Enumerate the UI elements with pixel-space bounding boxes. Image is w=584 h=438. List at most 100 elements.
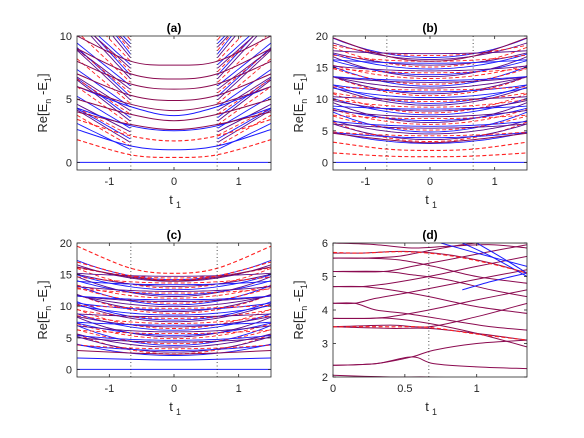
panel-title: (b) (422, 21, 437, 35)
series-curve-0-2 (333, 356, 527, 370)
level-curve (77, 321, 271, 326)
series-dashed-red (333, 251, 527, 341)
level-curve (333, 76, 527, 89)
level-curve (122, 36, 131, 44)
level-curve (217, 42, 271, 87)
y-label-part: n (43, 306, 53, 311)
level-curve (217, 48, 271, 90)
level-curve (77, 280, 271, 296)
series-curve-0-10 (333, 255, 527, 288)
y-label-part: ] (35, 280, 50, 284)
level-curve (105, 36, 131, 62)
level-curve (333, 108, 527, 125)
level-curve (333, 110, 527, 118)
y-tick-label: 15 (316, 63, 328, 75)
level-curve (217, 36, 251, 65)
level-curve (77, 329, 271, 345)
level-curve (77, 48, 131, 94)
level-curve (77, 335, 271, 341)
level-curve (80, 36, 131, 83)
series-curve-2-0 (333, 326, 527, 341)
level-curve (217, 49, 271, 101)
x-tick-label: 1 (236, 383, 242, 395)
series-solid-blue (77, 86, 271, 163)
series-curve-2-0 (333, 37, 527, 62)
level-curve (217, 78, 271, 115)
level-curve (217, 36, 231, 51)
level-curve (217, 36, 255, 72)
level-curve (77, 315, 271, 328)
series-solid-purple (333, 37, 527, 144)
level-curve (333, 123, 527, 129)
level-curve (217, 86, 271, 126)
level-curve (333, 131, 527, 144)
x-axis-label-subscript: 1 (176, 407, 181, 417)
level-curve (77, 316, 271, 338)
x-tick-label: -1 (104, 176, 114, 188)
y-tick-label: 4 (322, 305, 328, 317)
level-curve (77, 69, 131, 108)
series-curve-0-4 (333, 302, 527, 328)
level-curve (126, 36, 131, 40)
y-axis-label: Re[En -E1] (291, 280, 309, 339)
y-tick-label: 5 (322, 126, 328, 138)
y-label-part: ] (291, 73, 306, 77)
x-axis-label: t (425, 399, 429, 414)
level-curve (217, 58, 271, 104)
series-curve-1-0 (77, 139, 271, 158)
level-curve (93, 36, 131, 69)
x-tick-label: 0.5 (397, 383, 412, 395)
series-curve-0-12 (333, 244, 527, 273)
level-curve (77, 276, 271, 284)
level-curve (333, 50, 527, 55)
level-curve (77, 280, 271, 286)
level-curve (333, 96, 527, 100)
level-curve (77, 343, 271, 356)
level-curve (77, 323, 271, 340)
level-curve (77, 273, 271, 287)
series-curve-1-0 (440, 243, 527, 267)
level-curve (333, 56, 527, 78)
y-label-part: ] (291, 280, 306, 284)
y-tick-label: 10 (60, 301, 72, 313)
level-curve (333, 76, 527, 83)
x-axis-label-subscript: 1 (432, 407, 437, 417)
level-curve (333, 65, 527, 72)
panel-title: (a) (167, 21, 182, 35)
level-curve (333, 44, 527, 57)
level-curve (77, 335, 271, 353)
panel-title: (d) (422, 228, 437, 242)
y-tick-label: 5 (66, 94, 72, 106)
level-curve (217, 36, 233, 54)
y-tick-label: 0 (322, 157, 328, 169)
level-curve (77, 77, 131, 118)
level-curve (333, 105, 527, 110)
level-curve (77, 284, 271, 299)
series-curve-2-2 (77, 60, 271, 90)
y-label-part: 1 (43, 284, 53, 289)
level-curve (217, 109, 271, 143)
level-curve (129, 36, 131, 37)
level-curve (77, 293, 271, 313)
series-curve-1-1 (77, 118, 271, 142)
level-curve (77, 122, 131, 150)
series-curve-0-8 (333, 269, 527, 305)
y-tick-label: 20 (316, 31, 328, 43)
y-label-part: ] (35, 73, 50, 77)
level-curve (93, 36, 131, 72)
series-curve-0-1 (77, 129, 271, 151)
y-label-part: -E (35, 82, 50, 99)
level-curve (217, 36, 226, 44)
level-curve (333, 120, 527, 127)
level-curve (333, 92, 527, 102)
y-label-part: -E (35, 289, 50, 306)
series-curve-2-3 (77, 73, 271, 102)
level-curve (77, 333, 271, 348)
y-label-part: Re[E (35, 103, 50, 132)
y-tick-label: 10 (316, 94, 328, 106)
series-curve-2-1 (333, 132, 527, 144)
y-tick-label: 10 (60, 31, 72, 43)
y-label-part: n (299, 306, 309, 311)
level-curve (77, 272, 271, 277)
